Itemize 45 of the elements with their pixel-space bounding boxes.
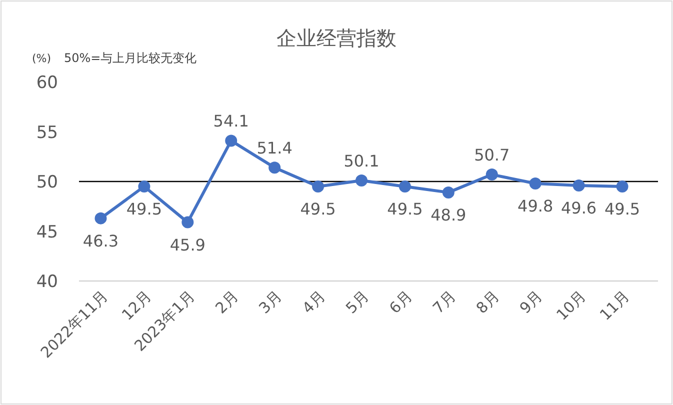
y-tick-label: 55 — [36, 122, 58, 143]
data-label: 49.8 — [518, 196, 554, 216]
point — [94, 212, 107, 224]
y-tick-label: 60 — [36, 73, 58, 93]
point — [398, 180, 411, 192]
point — [616, 180, 628, 192]
data-label: 51.4 — [256, 138, 292, 158]
point — [138, 180, 150, 192]
data-label: 50.7 — [474, 146, 510, 165]
x-tick-label: 10月 — [552, 287, 590, 324]
point — [225, 134, 238, 147]
x-tick-label: 11月 — [596, 287, 634, 324]
y-tick-label: 40 — [36, 272, 58, 292]
data-label: 49.5 — [126, 199, 162, 218]
point — [268, 162, 281, 174]
data-label: 54.1 — [213, 112, 249, 131]
data-label: 50.1 — [344, 152, 380, 171]
point — [486, 168, 498, 181]
data-label: 49.5 — [387, 199, 423, 218]
point — [182, 216, 194, 228]
data-label: 46.3 — [82, 231, 119, 250]
point — [572, 179, 585, 192]
point — [312, 180, 324, 192]
data-label: 49.5 — [300, 199, 336, 218]
data-label: 49.5 — [604, 199, 640, 218]
y-axis-title: (%) — [32, 52, 52, 65]
point — [442, 186, 454, 198]
x-tick-label: 2月 — [212, 287, 242, 318]
x-tick-label: 4月 — [298, 287, 329, 318]
x-tick-label: 7月 — [429, 287, 460, 318]
x-tick-label: 5月 — [342, 287, 372, 318]
x-tick-label: 9月 — [516, 287, 546, 318]
x-tick-label: 6月 — [386, 287, 416, 318]
y-tick-label: 45 — [36, 222, 58, 242]
chart-title: 企业经营指数 — [276, 26, 396, 50]
point — [529, 177, 542, 190]
y-tick-label: 50 — [36, 172, 58, 192]
data-label: 45.9 — [170, 235, 206, 254]
point — [356, 174, 368, 187]
x-tick-label: 3月 — [255, 287, 286, 318]
data-label: 49.6 — [560, 198, 597, 218]
text: 50%=与上月比较无变化 — [64, 51, 197, 65]
data-label: 48.9 — [430, 205, 466, 224]
x-tick-label: 12月 — [118, 287, 156, 324]
x-tick-label: 8月 — [472, 287, 503, 318]
